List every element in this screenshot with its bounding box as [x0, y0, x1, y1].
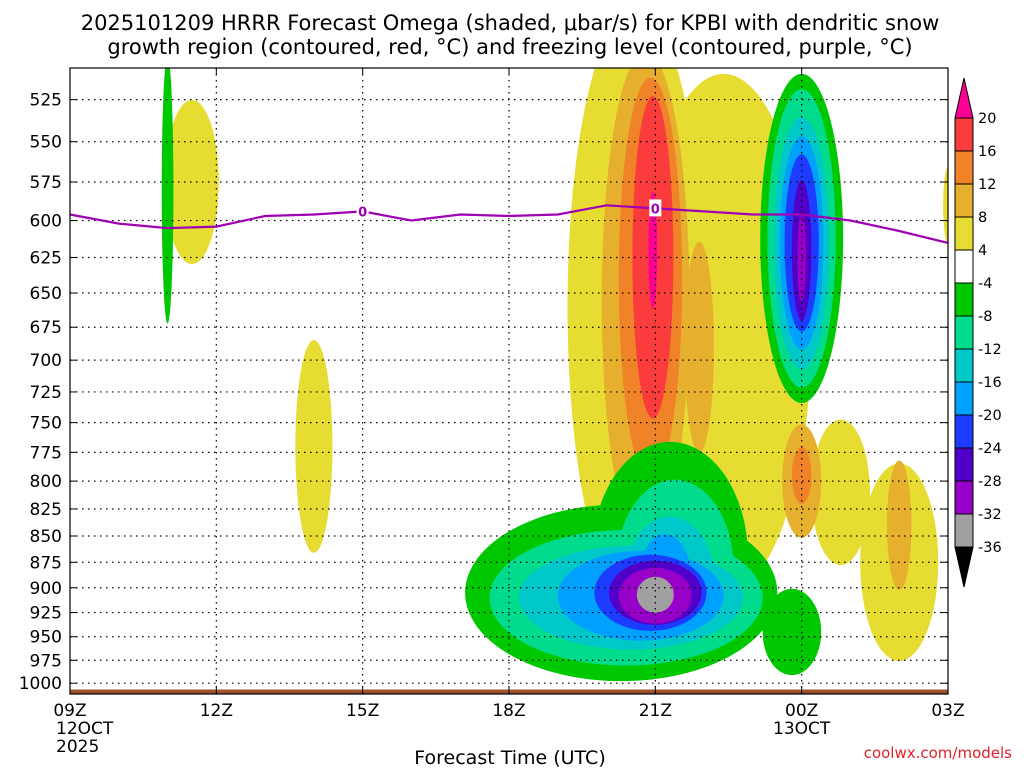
colorbar-segment-13 [954, 117, 974, 152]
colorbar-label-neg8: -8 [978, 309, 992, 325]
y-tick-label-850: 850 [30, 527, 62, 547]
freezing-level-line [69, 204, 949, 244]
x-tick-label-15Z: 15Z [346, 701, 379, 721]
y-tick-label-925: 925 [30, 604, 62, 624]
colorbar-segment-8 [954, 282, 974, 317]
colorbar-segment-6 [954, 348, 974, 383]
y-tick-label-550: 550 [30, 133, 62, 153]
freezing-label-bg-6 [356, 202, 369, 220]
colorbar-label-4: 4 [978, 243, 987, 259]
colorbar-label-neg12: -12 [978, 342, 1002, 358]
colorbar-label-neg16: -16 [978, 375, 1002, 391]
x-date-label-13OCT: 13OCT [773, 719, 831, 739]
freezing-label-bg-12 [649, 199, 662, 217]
chart-title-line2: growth region (contoured, red, °C) and f… [107, 35, 912, 59]
y-tick-label-775: 775 [30, 443, 62, 463]
omega-region-4-4 [811, 419, 870, 566]
y-tick-label-575: 575 [30, 173, 62, 193]
omega-region-neg4-3 [762, 588, 822, 676]
colorbar-label-20: 20 [978, 111, 996, 127]
colorbar-segment-7 [954, 315, 974, 350]
x-tick-label-00Z: 00Z [785, 701, 818, 721]
plot-area [70, 68, 948, 694]
x-tick-label-09Z: 09Z [53, 701, 86, 721]
colorbar-segment-14 [954, 77, 974, 119]
colorbar-label-neg4: -4 [978, 276, 992, 292]
y-tick-label-875: 875 [30, 553, 62, 573]
omega-region-neg28-1 [797, 214, 807, 302]
freezing-level-label-6: 0 [358, 205, 367, 220]
x-year-label: 2025 [56, 737, 99, 757]
y-tick-label-675: 675 [30, 318, 62, 338]
colorbar-label-neg28: -28 [978, 474, 1002, 490]
x-date-label-12OCT: 12OCT [56, 719, 114, 739]
omega-region-neg32-0 [636, 576, 674, 613]
colorbar-segment-4 [954, 414, 974, 449]
colorbar-label-12: 12 [978, 177, 996, 193]
omega-region-neg4-0 [161, 68, 174, 324]
colorbar-segment-5 [954, 381, 974, 416]
colorbar-segment-12 [954, 150, 974, 185]
x-tick-label-12Z: 12Z [200, 701, 233, 721]
y-tick-label-825: 825 [30, 500, 62, 520]
y-tick-label-700: 700 [30, 351, 62, 371]
x-tick-label-21Z: 21Z [639, 701, 672, 721]
colorbar-label-neg24: -24 [978, 441, 1002, 457]
grid-lines [70, 68, 948, 694]
omega-region-4-1 [295, 340, 333, 553]
colorbar-segment-9 [954, 249, 974, 284]
omega-region-8-3 [887, 460, 912, 591]
y-tick-label-800: 800 [30, 472, 62, 492]
x-axis-label: Forecast Time (UTC) [414, 747, 605, 768]
y-tick-label-725: 725 [30, 383, 62, 403]
y-tick-label-525: 525 [30, 91, 62, 111]
x-tick-label-18Z: 18Z [492, 701, 525, 721]
y-tick-label-950: 950 [30, 628, 62, 648]
y-tick-label-625: 625 [30, 249, 62, 269]
y-tick-label-975: 975 [30, 651, 62, 671]
x-tick-label-03Z: 03Z [931, 701, 964, 721]
colorbar-segment-11 [954, 183, 974, 218]
colorbar-segment-1 [954, 513, 974, 548]
y-tick-label-1000: 1000 [19, 674, 62, 694]
y-tick-label-650: 650 [30, 284, 62, 304]
colorbar-label-8: 8 [978, 210, 987, 226]
chart-title-line1: 2025101209 HRRR Forecast Omega (shaded, … [81, 11, 940, 35]
omega-region-4-6 [943, 166, 948, 244]
omega-region-12-1 [791, 446, 812, 504]
colorbar-segment-2 [954, 480, 974, 515]
colorbar-label-16: 16 [978, 144, 996, 160]
colorbar-segment-3 [954, 447, 974, 482]
credit-text: coolwx.com/models [864, 744, 1012, 762]
colorbar-label-neg36: -36 [978, 540, 1002, 556]
colorbar-label-neg20: -20 [978, 408, 1002, 424]
omega-region-8-1 [684, 241, 714, 453]
colorbar: -36 -32 -28 -24 -20 -16 -12 -8 -4 4 8 12 16 20 [954, 77, 1002, 588]
freezing-level-label-12: 0 [651, 202, 660, 217]
y-tick-label-750: 750 [30, 414, 62, 434]
y-tick-label-600: 600 [30, 212, 62, 232]
omega-region-4-0 [165, 99, 219, 265]
colorbar-segment-10 [954, 216, 974, 251]
colorbar-segment-0 [954, 546, 974, 588]
colorbar-label-neg32: -32 [978, 507, 1002, 523]
y-tick-label-900: 900 [30, 579, 62, 599]
y-axis-ticks: 525 550 575 600 625 650 675 700 725 750 775 800 825 8… [19, 91, 948, 694]
